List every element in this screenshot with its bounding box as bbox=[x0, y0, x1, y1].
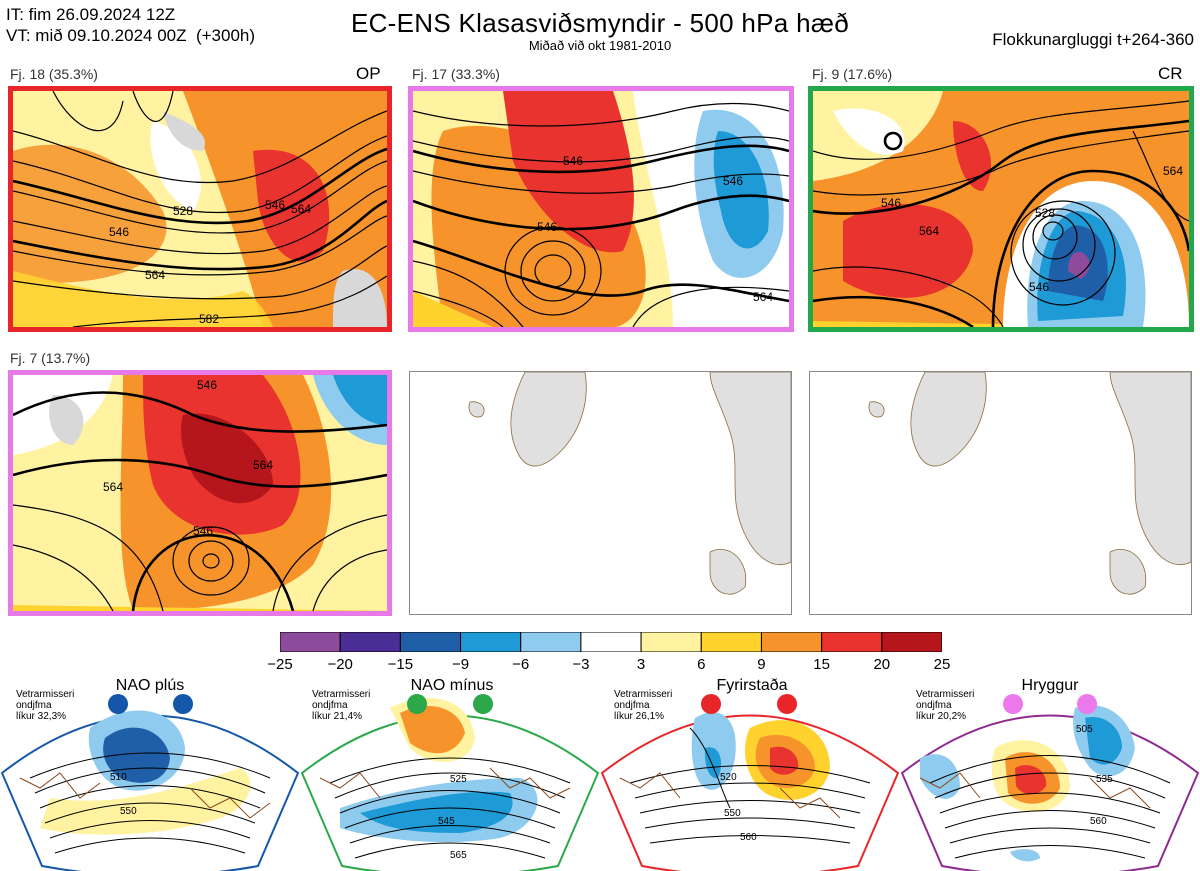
header-left: IT: fim 26.09.2024 12Z VT: mið 09.10.2024… bbox=[6, 4, 255, 46]
contour-label: 564 bbox=[253, 458, 273, 472]
contour-label: 564 bbox=[103, 480, 123, 494]
colorbar-segment bbox=[279, 631, 341, 653]
regime-contour-label: 550 bbox=[120, 806, 137, 817]
regime-map-ridge[interactable]: 505 535 560 bbox=[900, 688, 1200, 871]
colorbar-tick-label: −20 bbox=[327, 656, 353, 673]
colorbar-segment bbox=[399, 631, 462, 653]
contour-label: 582 bbox=[199, 312, 219, 326]
page-subtitle: Miðað við okt 1981-2010 bbox=[528, 38, 672, 53]
cluster-1-label: Fj. 18 (35.3%) bbox=[10, 66, 98, 82]
cluster-4-label: Fj. 7 (13.7%) bbox=[10, 350, 91, 366]
contour-label: 546 bbox=[723, 174, 743, 188]
colorbar-segment bbox=[700, 631, 762, 653]
colorbar-segment bbox=[640, 631, 702, 653]
contour-label: 546 bbox=[563, 154, 583, 168]
contour-label: 546 bbox=[1029, 280, 1049, 294]
regime-4-title: Hryggur bbox=[1021, 677, 1079, 694]
colorbar-tick-label: −6 bbox=[512, 656, 530, 673]
regime-contour-label: 545 bbox=[438, 816, 455, 827]
contour-label: 564 bbox=[919, 224, 939, 238]
contour-label: 546 bbox=[881, 196, 901, 210]
regime-contour-label: 535 bbox=[1096, 774, 1113, 785]
regime-1-title: NAO plús bbox=[115, 677, 185, 694]
contour-label: 564 bbox=[145, 268, 165, 282]
cluster-2-label: Fj. 17 (33.3%) bbox=[412, 66, 500, 82]
contour-label: 546 bbox=[197, 378, 217, 392]
colorbar-segment bbox=[460, 631, 522, 653]
issue-time: IT: fim 26.09.2024 12Z bbox=[6, 5, 176, 24]
regime-contour-label: 550 bbox=[724, 808, 741, 819]
colorbar-tick-label: −9 bbox=[451, 656, 470, 673]
valid-time: VT: mið 09.10.2024 00Z (+300h) bbox=[6, 26, 256, 45]
regime-map-nao-minus[interactable]: 525 545 565 bbox=[300, 688, 600, 871]
regime-contour-label: 520 bbox=[720, 772, 737, 783]
colorbar-segment bbox=[339, 631, 401, 653]
colorbar-tick-label: 15 bbox=[813, 656, 830, 673]
colorbar-tick-label: −3 bbox=[572, 656, 590, 673]
regime-2-title: NAO mínus bbox=[410, 677, 494, 694]
empty-map-5 bbox=[409, 371, 792, 615]
regime-4-meta: Vetrarmisseri ondjfma líkur 20,2% bbox=[916, 689, 975, 722]
colorbar-labels: −25 −20 −15 −9 −6 −3 3 6 9 15 20 25 bbox=[267, 656, 950, 676]
colorbar-tick-label: 3 bbox=[636, 656, 646, 673]
regime-3-title: Fyrirstaða bbox=[716, 677, 788, 694]
cluster-3-tag: CR bbox=[1158, 64, 1183, 83]
colorbar bbox=[279, 631, 943, 653]
regime-map-blocking[interactable]: 520 550 560 bbox=[600, 688, 900, 871]
colorbar-tick-label: −15 bbox=[387, 656, 414, 673]
regime-contour-label: 560 bbox=[740, 832, 757, 843]
contour-label: 546 bbox=[537, 220, 557, 234]
regime-contour-label: 565 bbox=[450, 850, 467, 861]
cluster-map-1[interactable]: 546 528 546 564 564 582 bbox=[8, 86, 392, 332]
cluster-map-3[interactable]: 546 564 528 546 564 bbox=[808, 86, 1194, 332]
colorbar-segment bbox=[580, 631, 642, 653]
empty-map-6 bbox=[809, 371, 1192, 615]
contour-label: 564 bbox=[291, 202, 311, 216]
colorbar-tick-label: 20 bbox=[873, 656, 891, 673]
colorbar-tick-label: −25 bbox=[267, 656, 293, 673]
regime-contour-label: 505 bbox=[1076, 724, 1093, 735]
regime-map-nao-plus[interactable]: 510 550 bbox=[0, 688, 300, 871]
regime-contour-label: 525 bbox=[450, 774, 467, 785]
cluster-3-label: Fj. 9 (17.6%) bbox=[812, 66, 893, 82]
regime-3-meta: Vetrarmisseri ondjfma líkur 26,1% bbox=[614, 689, 673, 722]
regime-contour-label: 560 bbox=[1090, 816, 1107, 827]
colorbar-tick-label: 9 bbox=[757, 656, 766, 673]
colorbar-segment bbox=[760, 631, 823, 653]
classification-window: Flokkunargluggi t+264-360 bbox=[992, 30, 1194, 49]
contour-label: 546 bbox=[109, 225, 129, 239]
contour-label: 564 bbox=[1163, 164, 1183, 178]
colorbar-segment bbox=[520, 631, 582, 653]
colorbar-segment bbox=[821, 631, 883, 653]
colorbar-tick-label: 6 bbox=[697, 656, 706, 673]
page-title: EC-ENS Klasasviðsmyndir - 500 hPa hæð bbox=[350, 8, 850, 38]
contour-label: 528 bbox=[173, 204, 193, 218]
contour-label: 546 bbox=[265, 198, 285, 212]
colorbar-tick-label: 25 bbox=[933, 656, 951, 673]
regime-1-meta: Vetrarmisseri ondjfma líkur 32,3% bbox=[16, 689, 75, 722]
cluster-1-tag: OP bbox=[356, 64, 381, 83]
contour-label: 564 bbox=[753, 290, 773, 304]
cluster-map-4[interactable]: 546 564 564 546 bbox=[8, 370, 392, 616]
contour-label: 528 bbox=[1035, 206, 1055, 220]
contour-label: 546 bbox=[193, 524, 213, 538]
regime-2-meta: Vetrarmisseri ondjfma líkur 21,4% bbox=[312, 689, 371, 722]
regime-contour-label: 510 bbox=[110, 772, 127, 783]
cluster-map-2[interactable]: 546 546 546 564 bbox=[408, 86, 794, 332]
colorbar-segment bbox=[881, 631, 943, 653]
